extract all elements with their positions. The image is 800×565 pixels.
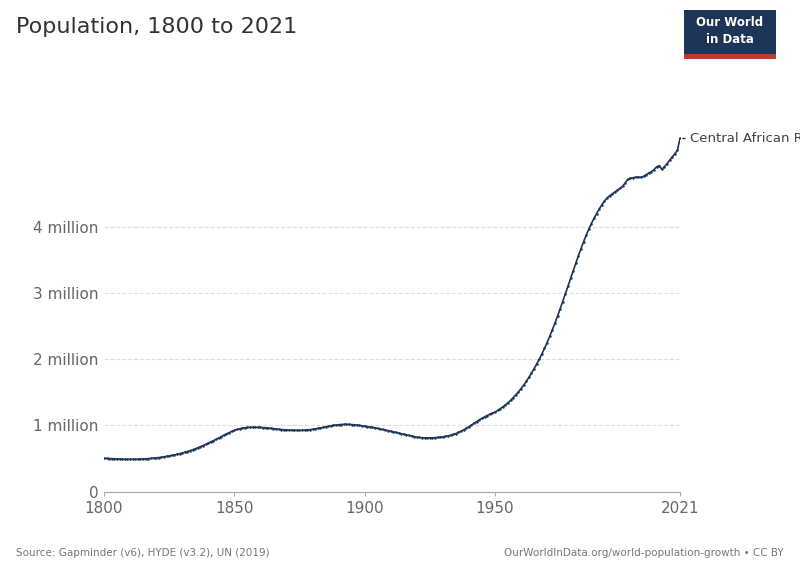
Text: Our World
in Data: Our World in Data: [697, 16, 763, 46]
Text: OurWorldInData.org/world-population-growth • CC BY: OurWorldInData.org/world-population-grow…: [504, 548, 784, 558]
Text: Central African Republic: Central African Republic: [690, 132, 800, 145]
Text: Population, 1800 to 2021: Population, 1800 to 2021: [16, 17, 298, 37]
Text: Source: Gapminder (v6), HYDE (v3.2), UN (2019): Source: Gapminder (v6), HYDE (v3.2), UN …: [16, 548, 270, 558]
